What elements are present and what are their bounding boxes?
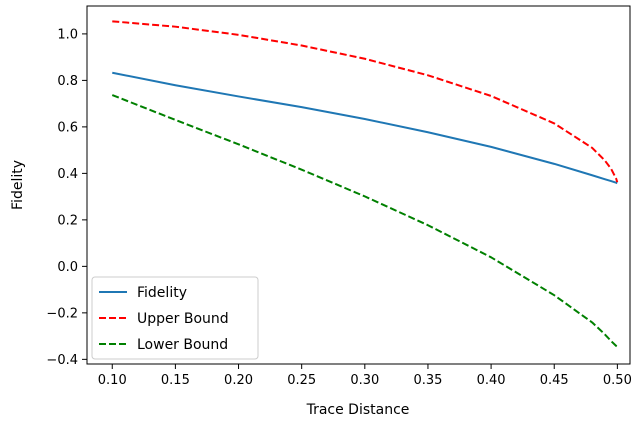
x-tick-label: 0.10 [98,373,127,388]
series-line-fidelity [112,71,618,185]
plot-frame [86,5,631,365]
series-line-upper-bound [112,20,619,183]
y-tick-label: −0.2 [46,306,78,321]
series-lines [111,20,619,348]
legend: Fidelity Upper Bound Lower Bound [91,276,259,360]
x-tick-label: 0.20 [224,373,253,388]
x-tick-label: 0.40 [477,373,506,388]
legend-label: Fidelity [137,285,187,301]
x-tick-label: 0.25 [287,373,316,388]
y-tick-label: 0.0 [57,260,78,275]
x-tick-label: 0.35 [413,373,442,388]
y-tick-label: 0.6 [57,120,78,135]
series-line-lower-bound [111,94,618,348]
y-axis: −0.4 −0.2 0.0 0.2 0.4 0.6 0.8 1.0 [46,27,87,368]
y-tick-label: 0.4 [57,167,78,182]
y-tick-label: 0.2 [57,213,78,228]
x-tick-label: 0.45 [540,373,569,388]
y-tick-label: −0.4 [46,353,78,368]
y-tick-label: 0.8 [57,74,78,89]
y-axis-label: Fidelity [10,160,26,210]
legend-label: Lower Bound [137,337,228,353]
x-axis-label: Trace Distance [306,402,410,418]
x-tick-label: 0.15 [161,373,190,388]
legend-label: Upper Bound [137,311,229,327]
x-tick-label: 0.50 [603,373,632,388]
y-tick-label: 1.0 [57,27,78,42]
legend-box [91,276,259,360]
x-tick-label: 0.30 [350,373,379,388]
x-axis: 0.10 0.15 0.20 0.25 0.30 0.35 0.40 0.45 0.50 [98,364,632,388]
